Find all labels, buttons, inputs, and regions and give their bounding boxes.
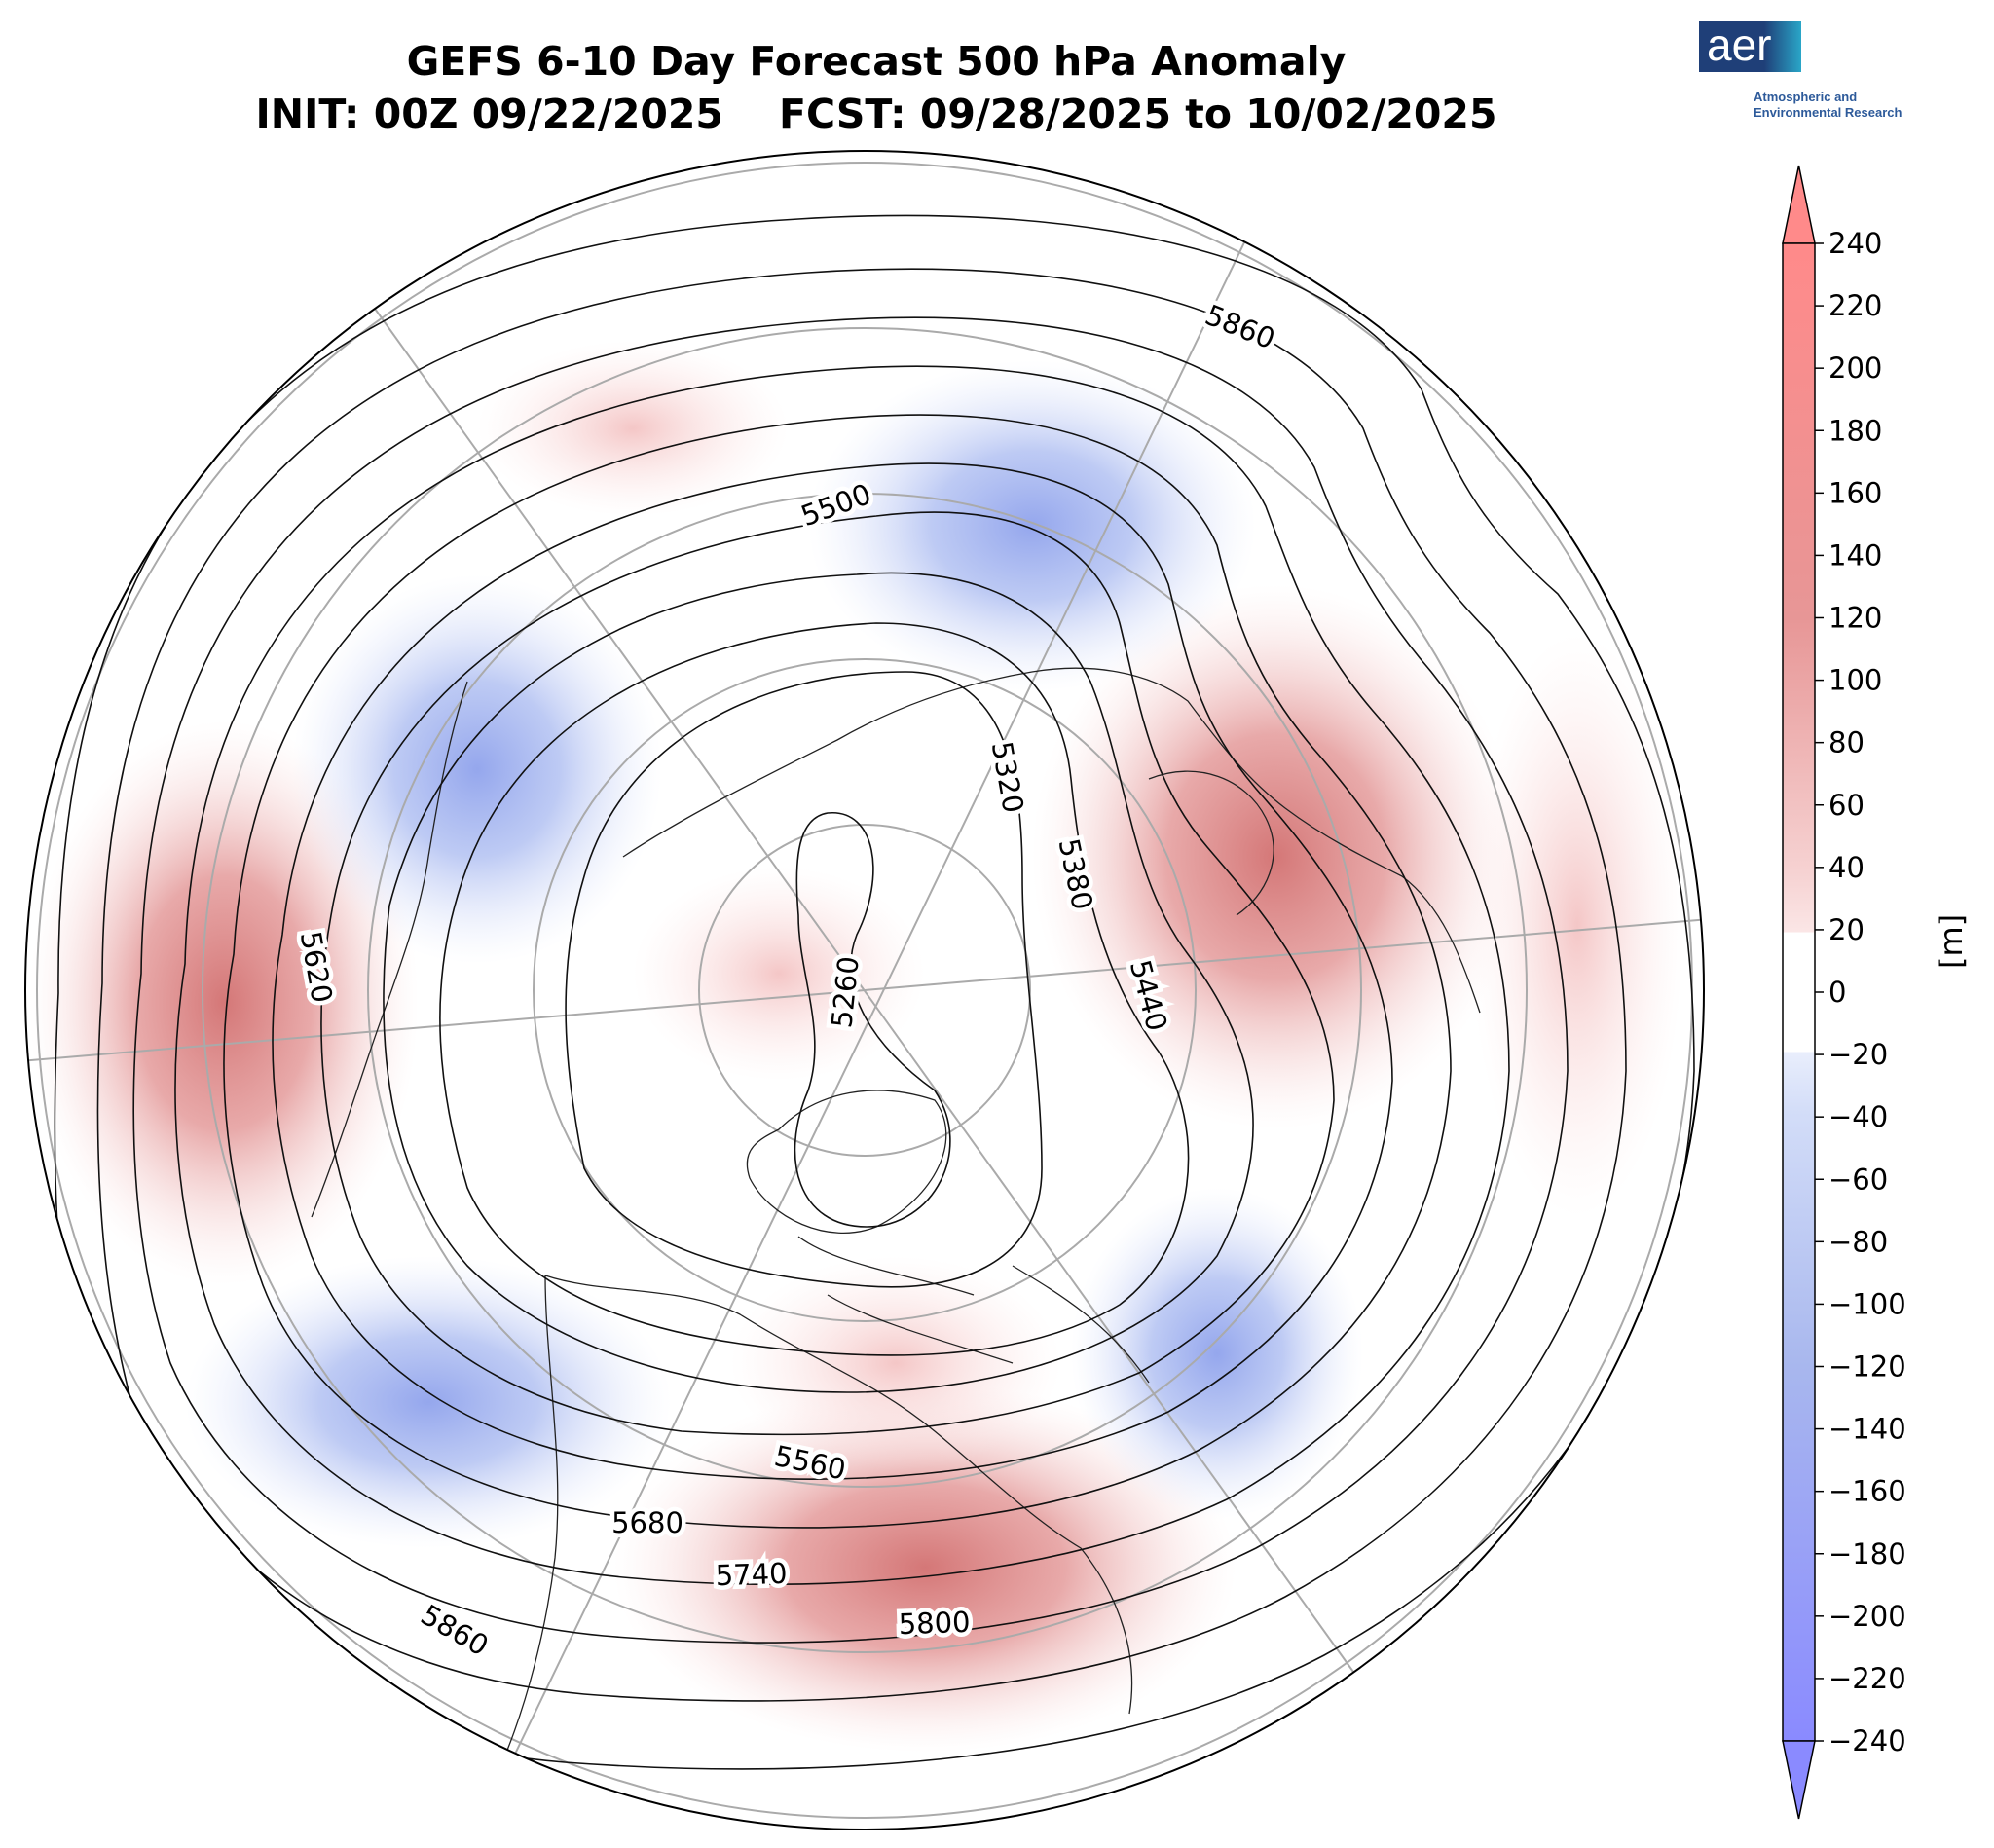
colorbar-tick-label: −200 [1828, 1600, 1906, 1633]
title-line-2: INIT: 00Z 09/22/2025 FCST: 09/28/2025 to… [255, 91, 1497, 137]
anomaly-northern-europe-trough [808, 360, 1256, 691]
colorbar-tick-label: 180 [1828, 414, 1882, 447]
contour-label: 5800 [898, 1606, 971, 1642]
title-line-1: GEFS 6-10 Day Forecast 500 hPa Anomaly [406, 38, 1347, 85]
colorbar-tick-label: 240 [1828, 227, 1882, 260]
latitude-circle-70 [533, 658, 1197, 1322]
colorbar-body [1782, 242, 1816, 1742]
coastline-eurasia [622, 667, 1481, 1014]
aer-logo-box [1699, 21, 1801, 72]
contour-5800 [96, 268, 1627, 1702]
aer-logo-mark: aer [1707, 19, 1772, 70]
colorbar-tick-label: 140 [1828, 538, 1882, 572]
colorbar-tick-label: −60 [1828, 1163, 1888, 1196]
colorbar-tick-label: 0 [1828, 976, 1846, 1009]
colorbar-tick-label: −40 [1828, 1100, 1888, 1133]
meridian-line [369, 301, 1359, 1680]
colorbar-tick-label: −160 [1828, 1475, 1906, 1508]
contour-5740 [132, 316, 1569, 1644]
contour-5320 [565, 671, 1043, 1288]
latitude-circle-50 [202, 327, 1528, 1653]
anomaly-north-pole-ridge [633, 867, 925, 1081]
aer-tagline-line-1: Atmospheric and [1754, 90, 1858, 104]
map-boundary [24, 150, 1705, 1830]
colorbar-tick-label: −100 [1828, 1287, 1906, 1320]
anomaly-canada-weak-ridge [730, 1256, 1061, 1470]
colorbar-tick-label: 40 [1828, 851, 1865, 884]
coastline-scandinavia [1148, 770, 1274, 916]
colorbar-bottom-extension [1782, 1740, 1816, 1820]
colorbar-ticks: 240220200180160140120100806040200−20−40−… [1815, 227, 1906, 1757]
colorbar-tick-label: −120 [1828, 1350, 1906, 1384]
colorbar-tick-label: −140 [1828, 1413, 1906, 1446]
colorbar-top-extension [1782, 165, 1816, 244]
anomaly-gulf-of-alaska-trough [185, 1256, 672, 1548]
colorbar-tick-label: 120 [1828, 602, 1882, 635]
anomaly-north-atlantic-ridge [1032, 584, 1519, 1129]
graticule [25, 162, 1704, 1819]
contour-5680 [174, 365, 1510, 1586]
anomaly-siberia-weak-ridge [477, 341, 789, 516]
colorbar-tick-label: −20 [1828, 1038, 1888, 1071]
colorbar-units-label: [m] [1933, 913, 1970, 969]
latitude-circle-60 [367, 493, 1362, 1488]
colorbar-tick-label: 220 [1828, 289, 1882, 322]
chart-title: GEFS 6-10 Day Forecast 500 hPa Anomaly I… [0, 35, 1753, 140]
colorbar-tick-label: 20 [1828, 913, 1865, 946]
coastline-east-asia [311, 681, 468, 1218]
coastline-canadian-archipelago [797, 1236, 1150, 1384]
colorbar-tick-label: −220 [1828, 1662, 1906, 1695]
colorbar-tick-label: 100 [1828, 664, 1882, 697]
contour-label: 5740 [715, 1557, 788, 1593]
colorbar-tick-label: 80 [1828, 726, 1865, 759]
aer-logo-tagline: Atmospheric and Environmental Research [1754, 90, 1948, 121]
colorbar-tick-label: −180 [1828, 1537, 1906, 1571]
contour-5440 [383, 572, 1254, 1393]
contour-5260 [794, 812, 951, 1228]
contour-5380 [439, 622, 1190, 1356]
anomaly-europe-weak-ridge [1470, 633, 1684, 1217]
colorbar-tick-label: 60 [1828, 789, 1865, 822]
colorbar-tick-label: −240 [1828, 1724, 1906, 1757]
colorbar-tick-label: 200 [1828, 351, 1882, 385]
latitude-circle-80 [698, 824, 1031, 1157]
aer-tagline-line-2: Environmental Research [1754, 105, 1902, 120]
polar-map: 5860 5500 5320 5380 5440 5620 5260 5560 … [24, 150, 1705, 1830]
contour-5620 [223, 414, 1452, 1529]
colorbar-tick-label: 160 [1828, 476, 1882, 509]
contour-5500 [320, 511, 1335, 1436]
coastline-greenland [746, 1090, 947, 1234]
anomaly-labrador-trough [1071, 1188, 1363, 1519]
contour-5560 [272, 462, 1393, 1480]
meridian-line [505, 238, 1247, 1773]
height-contours [54, 214, 1695, 1770]
anomaly-central-north-america-ridge [613, 1383, 1237, 1753]
colorbar-tick-label: −80 [1828, 1225, 1888, 1258]
aer-logo: aer Atmospheric and Environmental Resear… [1699, 19, 1952, 133]
colorbar: 240220200180160140120100806040200−20−40−… [1782, 165, 1906, 1820]
contour-label: 5680 [611, 1506, 683, 1539]
